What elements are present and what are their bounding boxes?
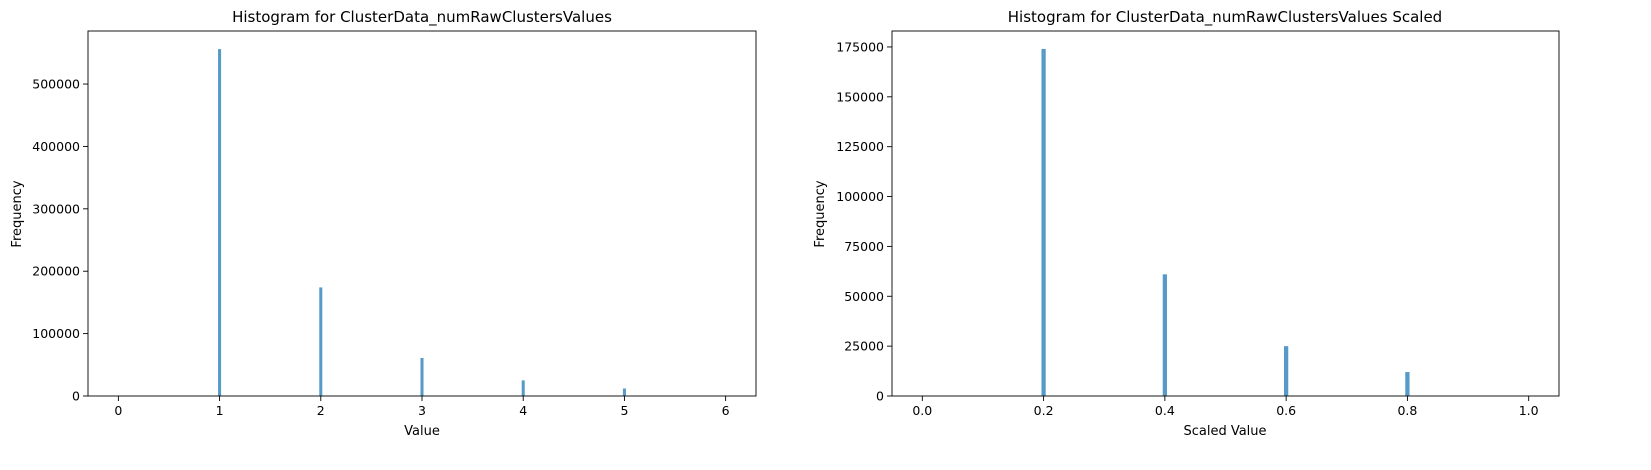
right-x-tick-label: 0.4: [1155, 403, 1175, 418]
chart-left-xlabel: Value: [404, 424, 440, 439]
right-bar: [1162, 274, 1167, 396]
right-x-tick-label: 0.2: [1034, 403, 1054, 418]
right-y-tick-label: 0: [876, 389, 884, 404]
left-y-tick-label: 500000: [32, 77, 80, 92]
chart-left: Histogram for ClusterData_numRawClusters…: [10, 8, 757, 439]
chart-right-frame: [891, 30, 1560, 397]
chart-right-x-ticks: 0.0 0.2 0.4 0.6 0.8 1.0: [912, 396, 1539, 418]
right-x-tick-label: 0.0: [912, 403, 932, 418]
left-x-tick-label: 6: [722, 403, 730, 418]
left-y-tick-label: 300000: [32, 201, 80, 216]
right-y-tick-label: 75000: [844, 239, 884, 254]
right-y-tick-label: 125000: [836, 139, 884, 154]
left-y-tick-label: 100000: [32, 326, 80, 341]
right-x-tick-label: 0.8: [1397, 403, 1417, 418]
left-y-tick-label: 400000: [32, 139, 80, 154]
right-x-tick-label: 0.6: [1276, 403, 1296, 418]
left-y-tick-label: 200000: [32, 264, 80, 279]
chart-left-y-ticks: 0 100000 200000 300000 400000 500000: [32, 77, 88, 404]
chart-right-y-ticks: 0 25000 50000 75000 100000 125000 150000 175000: [836, 39, 892, 404]
left-x-tick-label: 2: [317, 403, 325, 418]
left-x-tick-label: 3: [418, 403, 426, 418]
chart-left-frame: [87, 30, 757, 397]
right-bar: [1041, 48, 1046, 397]
left-bar: [319, 287, 323, 396]
left-y-tick-label: 0: [72, 389, 80, 404]
right-y-tick-label: 175000: [836, 39, 884, 54]
right-y-tick-label: 150000: [836, 89, 884, 104]
chart-right-ylabel: Frequency: [813, 180, 828, 247]
left-bar: [622, 388, 626, 396]
chart-right-xlabel: Scaled Value: [1183, 424, 1266, 439]
chart-left-ylabel: Frequency: [10, 180, 25, 247]
left-bar: [420, 357, 424, 396]
left-x-tick-label: 0: [114, 403, 122, 418]
chart-left-title: Histogram for ClusterData_numRawClusters…: [232, 8, 612, 27]
left-x-tick-label: 4: [519, 403, 527, 418]
left-x-tick-label: 5: [620, 403, 628, 418]
chart-right-title: Histogram for ClusterData_numRawClusters…: [1008, 8, 1442, 27]
right-y-tick-label: 100000: [836, 189, 884, 204]
right-y-tick-label: 50000: [844, 289, 884, 304]
right-bar: [1405, 372, 1410, 396]
chart-right: Histogram for ClusterData_numRawClusters…: [813, 8, 1560, 439]
left-x-tick-label: 1: [216, 403, 224, 418]
chart-right-bars: [1041, 48, 1410, 397]
chart-left-bars: [218, 49, 626, 396]
right-bar: [1284, 346, 1289, 396]
left-bar: [218, 49, 222, 396]
right-y-tick-label: 25000: [844, 339, 884, 354]
chart-left-x-ticks: 0 1 2 3 4 5 6: [114, 396, 730, 418]
right-x-tick-label: 1.0: [1519, 403, 1539, 418]
left-bar: [521, 380, 525, 396]
